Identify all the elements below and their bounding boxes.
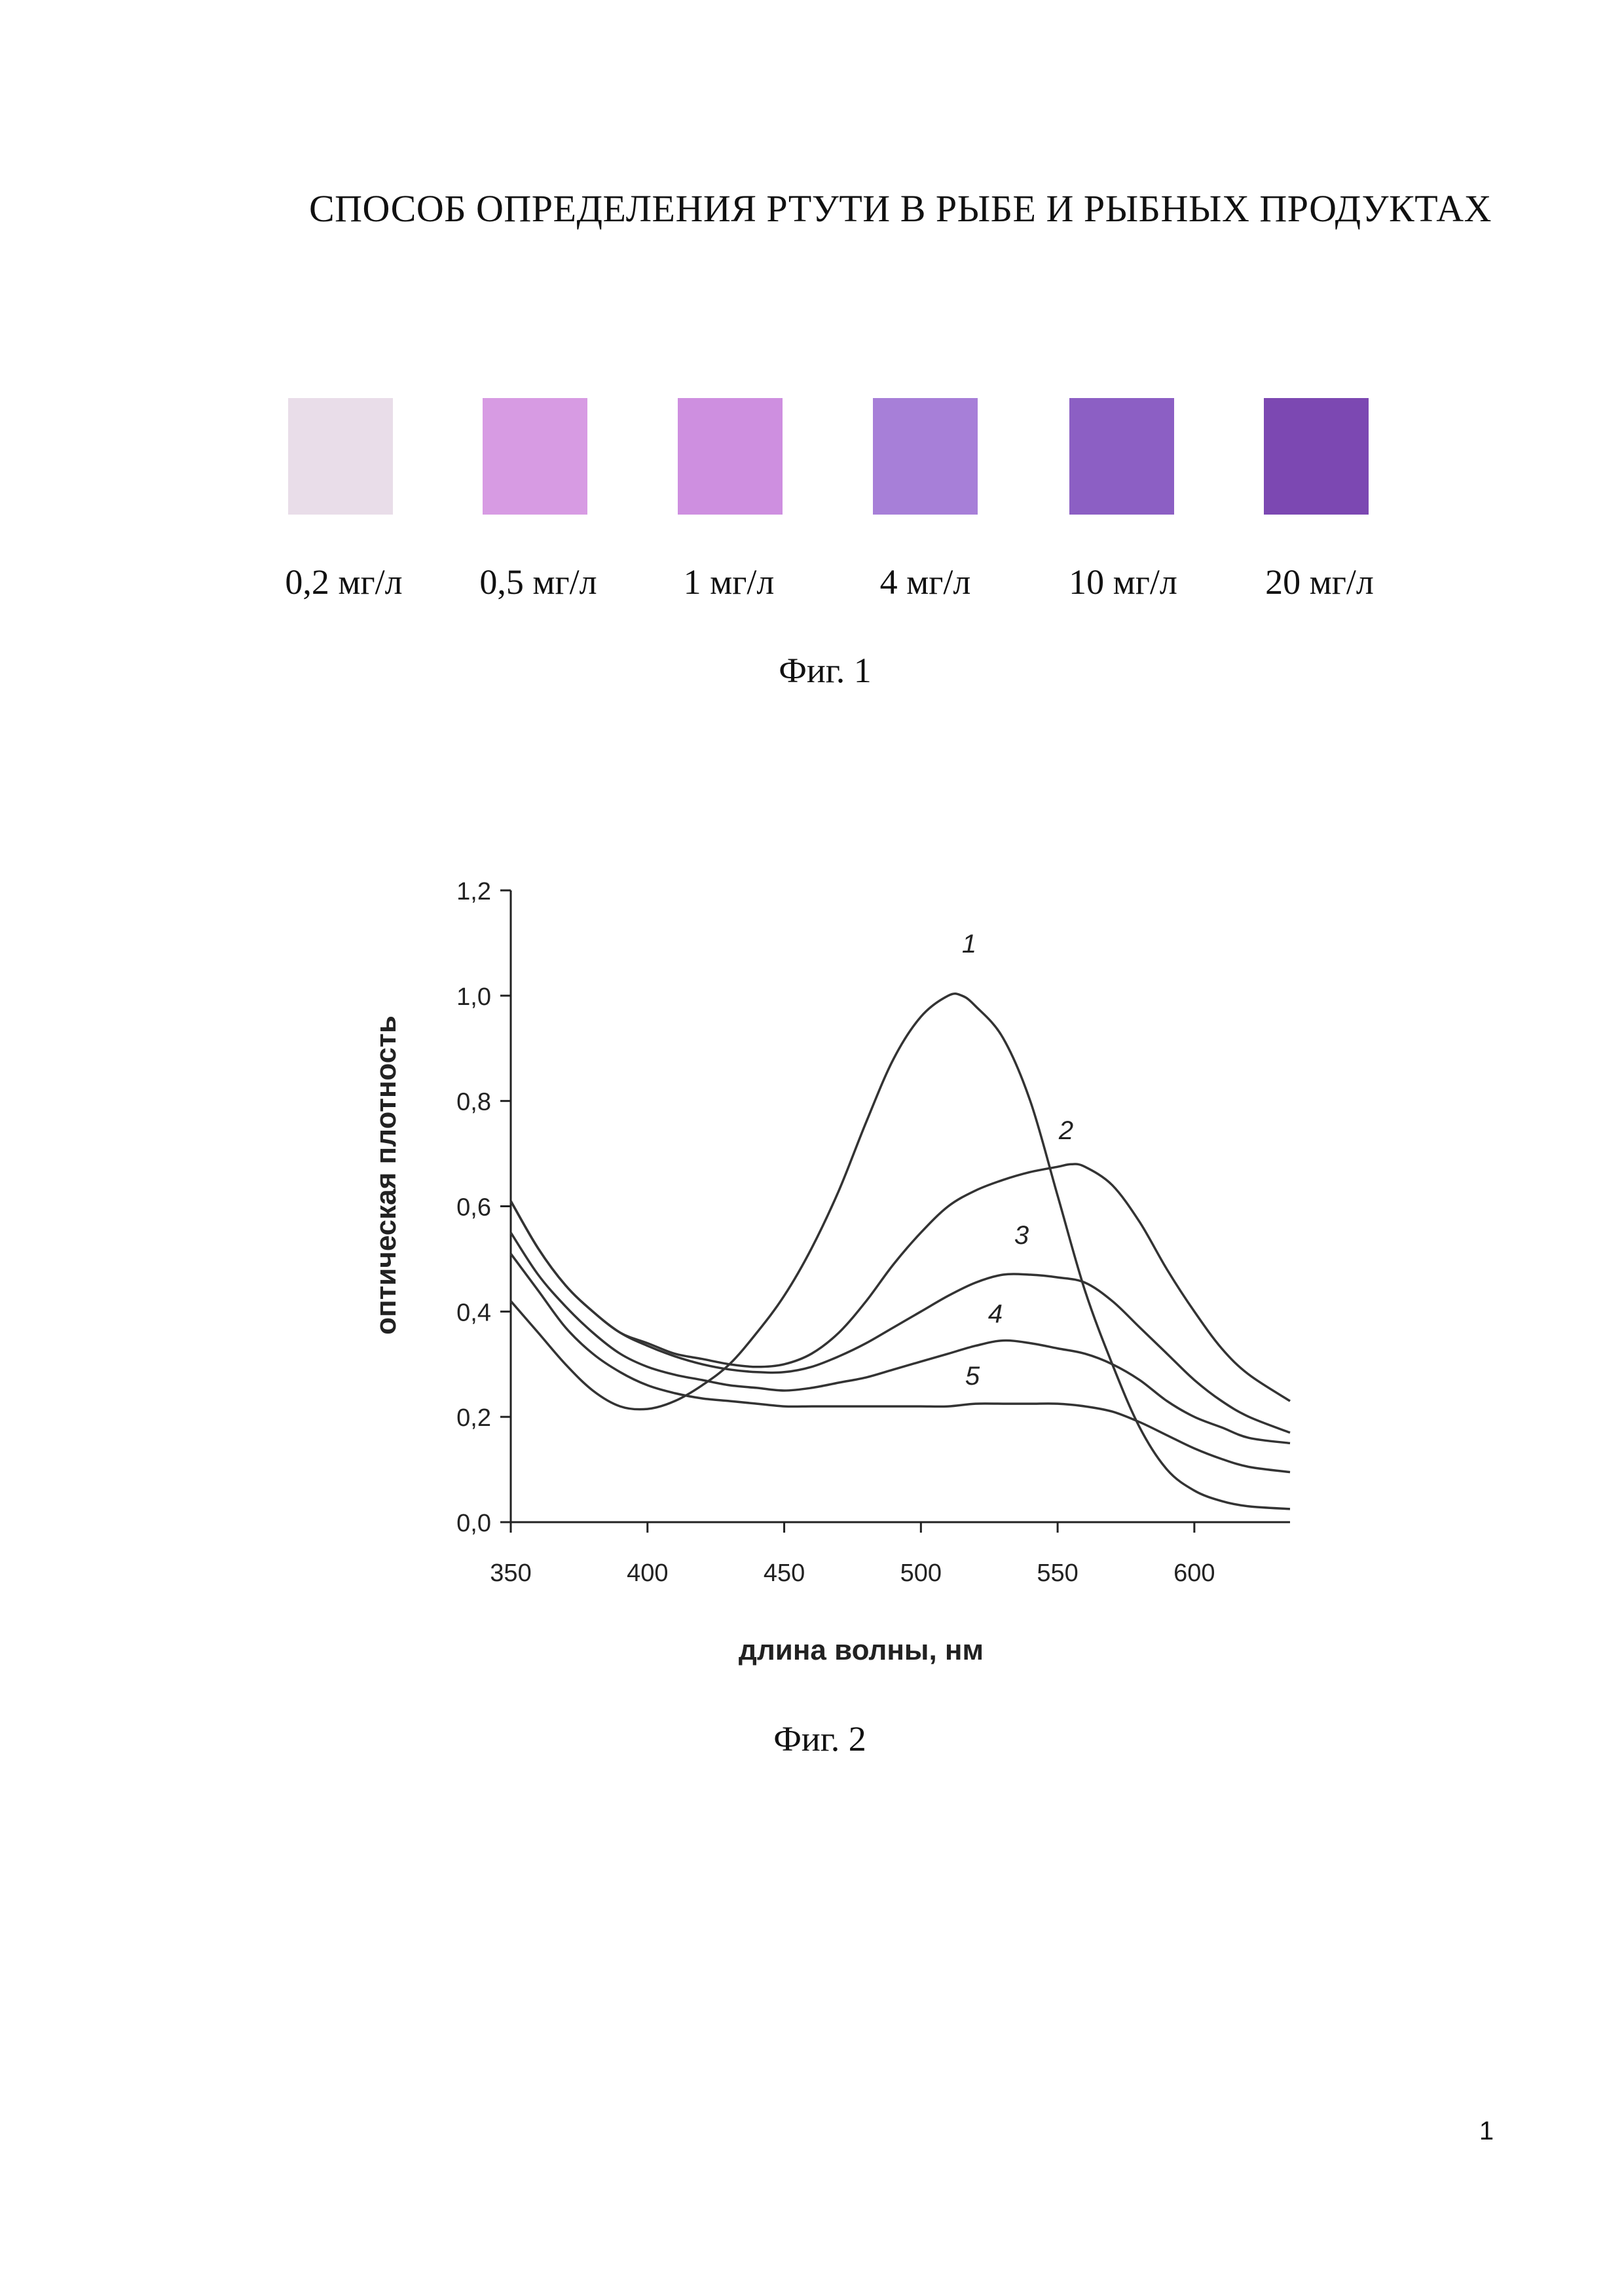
color-swatch-1	[678, 398, 783, 515]
swatch-label: 4 мг/л	[879, 562, 971, 602]
x-tick-label: 600	[1173, 1559, 1215, 1587]
page-number: 1	[1479, 2117, 1494, 2145]
series-line-1	[509, 993, 1291, 1510]
color-swatch-0-2	[288, 398, 393, 515]
swatch-label: 0,5 мг/л	[479, 562, 597, 602]
series-line-5	[509, 1252, 1291, 1474]
y-axis-title: оптическая плотность	[370, 1015, 402, 1335]
y-tick-label: 0,2	[456, 1404, 491, 1432]
y-tick-label: 1,2	[456, 878, 491, 905]
y-tick-label: 0,8	[456, 1089, 491, 1116]
figure-1-caption: Фиг. 1	[779, 651, 872, 690]
x-tick-label: 400	[627, 1559, 668, 1587]
figure-2-caption: Фиг. 2	[773, 1719, 866, 1758]
series-label-1: 1	[962, 930, 976, 958]
color-swatch-10	[1069, 398, 1174, 515]
y-tick-label: 0,0	[456, 1510, 491, 1537]
series-label-2: 2	[1058, 1116, 1073, 1145]
color-swatch-20	[1264, 398, 1369, 515]
document-title: СПОСОБ ОПРЕДЕЛЕНИЯ РТУТИ В РЫБЕ И РЫБНЫХ…	[308, 187, 1492, 230]
series-label-3: 3	[1014, 1221, 1029, 1250]
series-line-4	[509, 1231, 1291, 1445]
y-tick-label: 1,0	[456, 983, 491, 1011]
y-tick-label: 0,4	[456, 1299, 491, 1326]
swatch-label: 1 мг/л	[683, 562, 775, 602]
swatch-label: 20 мг/л	[1265, 562, 1374, 602]
series-line-3	[509, 1200, 1291, 1434]
swatch-label: 10 мг/л	[1069, 562, 1177, 602]
series-label-4: 4	[988, 1300, 1003, 1328]
swatch-label: 0,2 мг/л	[285, 562, 403, 602]
y-tick-label: 0,6	[456, 1194, 491, 1222]
color-swatch-4	[873, 398, 978, 515]
color-swatch-0-5	[483, 398, 587, 515]
series-line-2	[509, 1163, 1291, 1402]
x-tick-label: 550	[1037, 1559, 1078, 1587]
x-tick-label: 350	[490, 1559, 531, 1587]
x-tick-label: 500	[900, 1559, 942, 1587]
x-axis-title: длина волны, нм	[739, 1634, 984, 1666]
x-tick-label: 450	[764, 1559, 805, 1587]
series-label-5: 5	[965, 1362, 980, 1391]
